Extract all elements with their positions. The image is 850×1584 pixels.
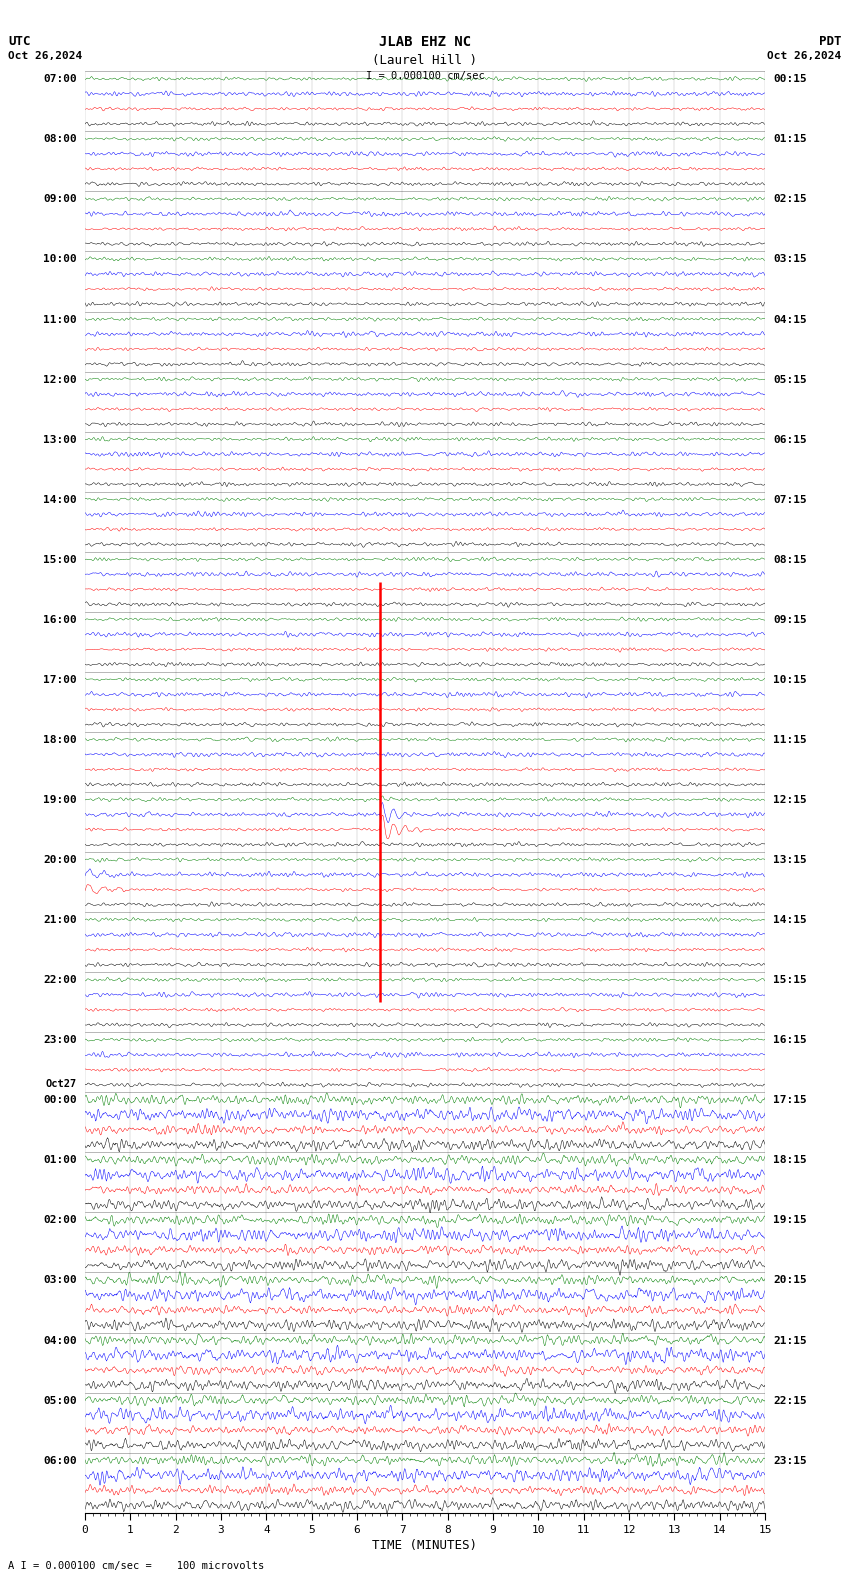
Text: 21:00: 21:00 (43, 916, 76, 925)
Text: 07:15: 07:15 (774, 494, 807, 505)
Text: 15:15: 15:15 (774, 976, 807, 985)
Text: 04:15: 04:15 (774, 315, 807, 325)
Text: 17:00: 17:00 (43, 675, 76, 684)
Text: 19:00: 19:00 (43, 795, 76, 805)
Text: 01:00: 01:00 (43, 1155, 76, 1166)
Text: 04:00: 04:00 (43, 1335, 76, 1345)
Text: 13:15: 13:15 (774, 855, 807, 865)
Text: 10:00: 10:00 (43, 255, 76, 265)
Text: 19:15: 19:15 (774, 1215, 807, 1226)
Text: 14:00: 14:00 (43, 494, 76, 505)
Text: 00:00: 00:00 (43, 1095, 76, 1106)
Text: 02:15: 02:15 (774, 195, 807, 204)
Text: 17:15: 17:15 (774, 1095, 807, 1106)
Text: 03:00: 03:00 (43, 1275, 76, 1286)
Text: 09:00: 09:00 (43, 195, 76, 204)
Text: 13:00: 13:00 (43, 434, 76, 445)
Text: 16:15: 16:15 (774, 1036, 807, 1045)
Text: 09:15: 09:15 (774, 615, 807, 624)
Text: 05:15: 05:15 (774, 374, 807, 385)
Text: JLAB EHZ NC: JLAB EHZ NC (379, 35, 471, 49)
Text: 12:15: 12:15 (774, 795, 807, 805)
Text: 22:00: 22:00 (43, 976, 76, 985)
Text: Oct27: Oct27 (46, 1079, 76, 1090)
Text: 01:15: 01:15 (774, 135, 807, 144)
Text: 16:00: 16:00 (43, 615, 76, 624)
Text: 23:15: 23:15 (774, 1456, 807, 1465)
Text: 20:00: 20:00 (43, 855, 76, 865)
Text: 14:15: 14:15 (774, 916, 807, 925)
Text: 06:15: 06:15 (774, 434, 807, 445)
Text: 11:00: 11:00 (43, 315, 76, 325)
Text: 10:15: 10:15 (774, 675, 807, 684)
Text: 02:00: 02:00 (43, 1215, 76, 1226)
Text: 06:00: 06:00 (43, 1456, 76, 1465)
Text: 07:00: 07:00 (43, 74, 76, 84)
Text: 23:00: 23:00 (43, 1036, 76, 1045)
Text: UTC: UTC (8, 35, 31, 48)
Text: 08:00: 08:00 (43, 135, 76, 144)
Text: 22:15: 22:15 (774, 1396, 807, 1405)
Text: Oct 26,2024: Oct 26,2024 (8, 51, 82, 60)
Text: 20:15: 20:15 (774, 1275, 807, 1286)
Text: 12:00: 12:00 (43, 374, 76, 385)
Text: 03:15: 03:15 (774, 255, 807, 265)
Text: 18:15: 18:15 (774, 1155, 807, 1166)
Text: A I = 0.000100 cm/sec =    100 microvolts: A I = 0.000100 cm/sec = 100 microvolts (8, 1562, 264, 1571)
X-axis label: TIME (MINUTES): TIME (MINUTES) (372, 1538, 478, 1552)
Text: 05:00: 05:00 (43, 1396, 76, 1405)
Text: PDT: PDT (819, 35, 842, 48)
Text: 18:00: 18:00 (43, 735, 76, 744)
Text: Oct 26,2024: Oct 26,2024 (768, 51, 842, 60)
Text: 00:15: 00:15 (774, 74, 807, 84)
Text: I = 0.000100 cm/sec: I = 0.000100 cm/sec (366, 71, 484, 81)
Text: 21:15: 21:15 (774, 1335, 807, 1345)
Text: 11:15: 11:15 (774, 735, 807, 744)
Text: 08:15: 08:15 (774, 554, 807, 565)
Text: (Laurel Hill ): (Laurel Hill ) (372, 54, 478, 67)
Text: 15:00: 15:00 (43, 554, 76, 565)
